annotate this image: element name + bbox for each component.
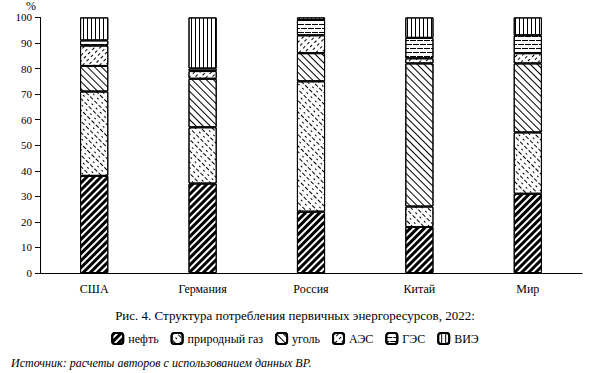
svg-text:уголь: уголь	[292, 332, 320, 346]
svg-text:40: 40	[21, 165, 33, 177]
svg-text:100: 100	[16, 11, 33, 23]
svg-text:80: 80	[21, 63, 33, 75]
svg-text:10: 10	[21, 241, 33, 253]
svg-text:0: 0	[27, 267, 33, 279]
svg-text:Рис. 4. Структура потребления: Рис. 4. Структура потребления первичных …	[115, 308, 475, 323]
svg-text:Россия: Россия	[293, 282, 329, 296]
svg-text:60: 60	[21, 114, 33, 126]
svg-text:США: США	[80, 282, 109, 296]
svg-text:Германия: Германия	[178, 282, 227, 296]
svg-text:Источник: расчеты авторов с ис: Источник: расчеты авторов с использовани…	[10, 356, 311, 370]
svg-text:30: 30	[21, 190, 33, 202]
svg-text:ГЭС: ГЭС	[402, 332, 425, 346]
svg-text:90: 90	[21, 37, 33, 49]
svg-text:нефть: нефть	[128, 332, 159, 346]
svg-text:50: 50	[21, 139, 33, 151]
svg-text:Мир: Мир	[516, 282, 539, 296]
svg-text:АЭС: АЭС	[349, 332, 373, 346]
svg-text:Китай: Китай	[404, 282, 436, 296]
svg-text:20: 20	[21, 216, 33, 228]
svg-text:ВИЭ: ВИЭ	[454, 332, 479, 346]
svg-text:природный газ: природный газ	[188, 332, 264, 346]
svg-text:70: 70	[21, 88, 33, 100]
